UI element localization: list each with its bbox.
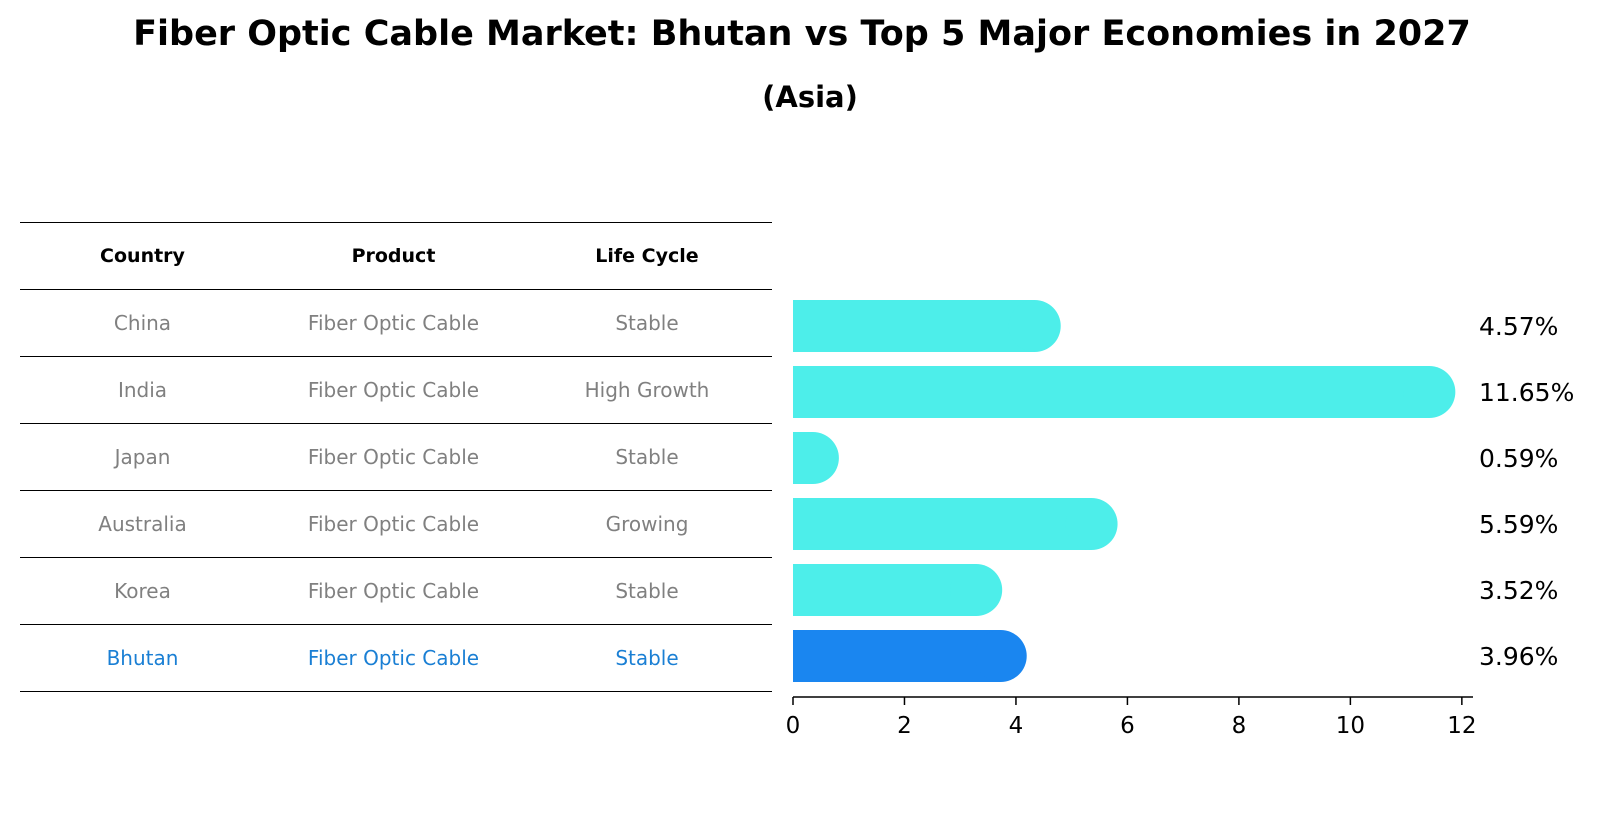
x-tick-label: 0 — [786, 713, 801, 739]
value-labels: 4.57% 11.65% 0.59% 5.59% 3.52% 3.96% — [1479, 312, 1574, 671]
cell-country: India — [20, 356, 265, 424]
data-table: Country Product Life Cycle China Fiber O… — [20, 222, 772, 692]
bar-cap-australia — [1065, 498, 1118, 550]
bars-group — [765, 299, 1456, 683]
bar-australia — [793, 498, 1092, 550]
cell-country: Korea — [20, 557, 265, 625]
cell-country: Bhutan — [20, 624, 265, 692]
bar-origin-mask — [765, 563, 793, 617]
x-axis: 0 2 4 6 8 10 12 — [786, 696, 1476, 739]
bar-cap-bhutan — [974, 630, 1027, 682]
table-row: Japan Fiber Optic Cable Stable — [20, 423, 772, 491]
bar-cap-japan — [786, 432, 839, 484]
cell-product: Fiber Optic Cable — [265, 490, 522, 558]
cell-country: Japan — [20, 423, 265, 491]
cell-life-cycle: High Growth — [522, 356, 772, 424]
x-tick-label: 12 — [1447, 713, 1476, 739]
bar-cap-china — [1008, 300, 1061, 352]
x-tick-label: 4 — [1009, 713, 1024, 739]
value-label-australia: 5.59% — [1479, 510, 1558, 539]
x-tick-label: 8 — [1232, 713, 1247, 739]
cell-product: Fiber Optic Cable — [265, 557, 522, 625]
bar-india — [793, 366, 1430, 418]
value-label-korea: 3.52% — [1479, 576, 1558, 605]
bar-korea — [793, 564, 977, 616]
table-row: India Fiber Optic Cable High Growth — [20, 356, 772, 424]
table-row: China Fiber Optic Cable Stable — [20, 289, 772, 357]
market-table: Country Product Life Cycle China Fiber O… — [20, 222, 772, 692]
value-label-india: 11.65% — [1479, 378, 1574, 407]
bar-china — [793, 300, 1035, 352]
table-row: Korea Fiber Optic Cable Stable — [20, 557, 772, 625]
value-label-china: 4.57% — [1479, 312, 1558, 341]
table-row: Australia Fiber Optic Cable Growing — [20, 490, 772, 558]
bar-origin-mask — [765, 497, 793, 551]
header-product: Product — [265, 222, 522, 290]
bar-origin-mask — [765, 299, 793, 353]
cell-product: Fiber Optic Cable — [265, 624, 522, 692]
table-header-row: Country Product Life Cycle — [20, 222, 772, 290]
cell-life-cycle: Stable — [522, 624, 772, 692]
value-label-japan: 0.59% — [1479, 444, 1558, 473]
bar-bhutan — [793, 630, 1001, 682]
x-tick-label: 10 — [1336, 713, 1365, 739]
x-tick-label: 6 — [1120, 713, 1135, 739]
cell-product: Fiber Optic Cable — [265, 356, 522, 424]
bar-origin-mask — [765, 431, 793, 485]
table-row-highlight: Bhutan Fiber Optic Cable Stable — [20, 624, 772, 692]
header-life-cycle: Life Cycle — [522, 222, 772, 290]
cell-life-cycle: Growing — [522, 490, 772, 558]
bar-cap-korea — [950, 564, 1003, 616]
cell-country: China — [20, 289, 265, 357]
cell-country: Australia — [20, 490, 265, 558]
header-country: Country — [20, 222, 265, 290]
cell-life-cycle: Stable — [522, 557, 772, 625]
value-label-bhutan: 3.96% — [1479, 642, 1558, 671]
x-tick-label: 2 — [897, 713, 912, 739]
chart-subtitle: (Asia) — [762, 80, 858, 114]
cell-product: Fiber Optic Cable — [265, 289, 522, 357]
cell-product: Fiber Optic Cable — [265, 423, 522, 491]
bar-origin-mask — [765, 365, 793, 419]
bar-cap-india — [1403, 366, 1456, 418]
cell-life-cycle: Stable — [522, 289, 772, 357]
bar-origin-mask — [765, 629, 793, 683]
chart-title: Fiber Optic Cable Market: Bhutan vs Top … — [133, 14, 1471, 54]
cell-life-cycle: Stable — [522, 423, 772, 491]
